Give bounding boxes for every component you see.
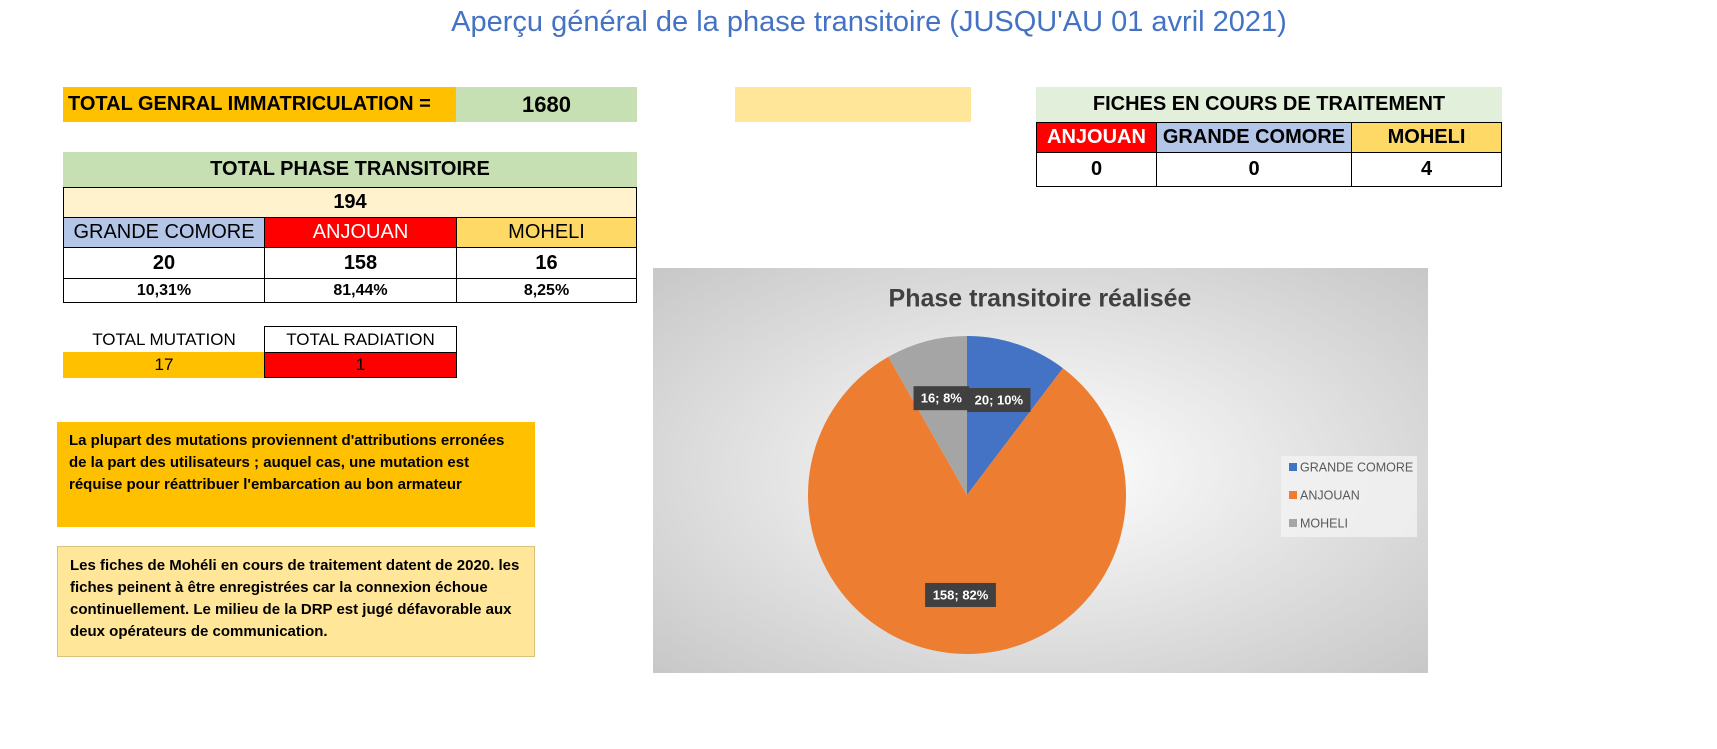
phase-header: ANJOUAN [264, 217, 457, 248]
legend-swatch [1289, 491, 1297, 499]
fiches-title: FICHES EN COURS DE TRAITEMENT [1036, 87, 1502, 122]
legend-box [1281, 456, 1417, 537]
page-title: Aperçu général de la phase transitoire (… [451, 5, 1287, 38]
total-label: TOTAL GENRAL IMMATRICULATION = [63, 87, 456, 122]
fiches-header: ANJOUAN [1036, 122, 1157, 153]
pie-slice [888, 336, 967, 495]
phase-header: MOHELI [456, 217, 637, 248]
radiation-value: 1 [264, 352, 457, 378]
pie-chart: Phase transitoire réalisée 20; 10% 158; 8… [653, 268, 1428, 673]
phase-percent: 10,31% [63, 278, 265, 303]
phase-header: GRANDE COMORE [63, 217, 265, 248]
phase-percent: 8,25% [456, 278, 637, 303]
data-label-box [925, 582, 996, 607]
fiches-value: 4 [1351, 152, 1502, 187]
phase-title: TOTAL PHASE TRANSITOIRE [63, 152, 637, 187]
note: La plupart des mutations proviennent d'a… [57, 422, 535, 527]
pie-slice [967, 336, 1063, 495]
legend-label: MOHELI [1300, 516, 1348, 530]
legend-label: GRANDE COMORE [1300, 460, 1413, 474]
phase-percent: 81,44% [264, 278, 457, 303]
data-label-box [967, 388, 1031, 413]
fiches-header: GRANDE COMORE [1156, 122, 1352, 153]
mutation-value: 17 [63, 352, 265, 378]
mutation-header: TOTAL MUTATION [92, 329, 236, 349]
fiches-value: 0 [1036, 152, 1157, 187]
legend-swatch [1289, 519, 1297, 527]
data-label: 158; 82% [933, 587, 989, 602]
data-label-box [913, 386, 970, 411]
empty-cell [735, 87, 971, 122]
total-value: 1680 [456, 87, 637, 122]
chart-title: Phase transitoire réalisée [889, 285, 1192, 313]
fiches-value: 0 [1156, 152, 1352, 187]
data-label: 16; 8% [921, 391, 963, 406]
phase-count: 20 [63, 247, 265, 279]
data-label: 20; 10% [975, 392, 1024, 407]
phase-count: 16 [456, 247, 637, 279]
phase-total: 194 [63, 187, 637, 218]
legend-label: ANJOUAN [1300, 488, 1360, 502]
note: Les fiches de Mohéli en cours de traitem… [57, 546, 535, 657]
radiation-header: TOTAL RADIATION [264, 326, 457, 353]
fiches-header: MOHELI [1351, 122, 1502, 153]
phase-count: 158 [264, 247, 457, 279]
pie-slice [808, 356, 1126, 654]
legend-swatch [1289, 463, 1297, 471]
